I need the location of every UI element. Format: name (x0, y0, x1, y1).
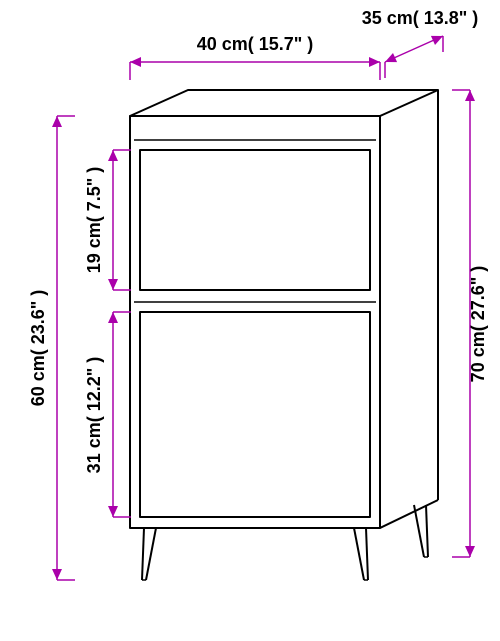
leg-back-right (426, 505, 428, 557)
leg-front-right (366, 528, 368, 580)
leg-back-right (414, 505, 424, 557)
side-bottom-edge (380, 500, 438, 528)
dim-width-label: 40 cm( 15.7" ) (197, 34, 314, 54)
front-panel (130, 116, 380, 528)
drawer-2 (140, 312, 370, 517)
top-panel (130, 90, 438, 116)
dim-drawer1-label: 19 cm( 7.5" ) (84, 167, 104, 274)
leg-front-right (354, 528, 364, 580)
dim-depth-label: 35 cm( 13.8" ) (362, 8, 479, 28)
dim-height-full-label: 60 cm( 23.6" ) (28, 290, 48, 407)
dim-height-body-label: 70 cm( 27.6" ) (468, 266, 488, 383)
dim-drawer2-label: 31 cm( 12.2" ) (84, 357, 104, 474)
leg-front-left (142, 528, 144, 580)
leg-front-left (146, 528, 156, 580)
drawer-1 (140, 150, 370, 290)
